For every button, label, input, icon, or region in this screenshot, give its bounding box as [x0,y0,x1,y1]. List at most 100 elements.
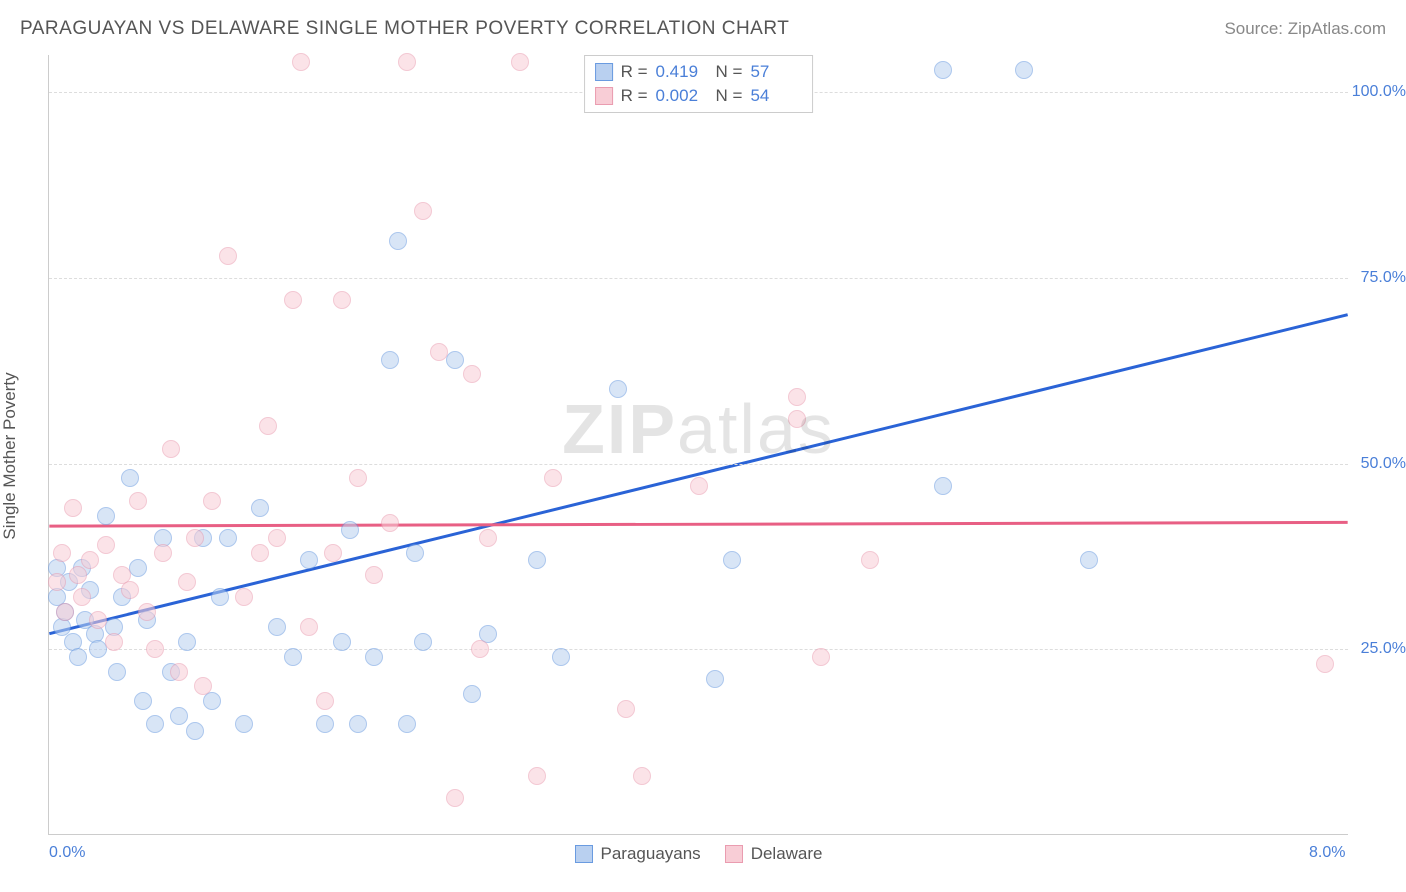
data-point [414,633,432,651]
data-point [349,715,367,733]
data-point [1015,61,1033,79]
data-point [381,351,399,369]
data-point [463,365,481,383]
data-point [723,551,741,569]
data-point [398,715,416,733]
plot-area: ZIPatlas R =0.419N =57R =0.002N =54 Para… [48,55,1348,835]
legend-label: Paraguayans [601,844,701,864]
data-point [219,247,237,265]
data-point [398,53,416,71]
data-point [389,232,407,250]
y-tick-label: 50.0% [1351,455,1406,473]
legend-label: Delaware [751,844,823,864]
data-point [1080,551,1098,569]
chart-title: PARAGUAYAN VS DELAWARE SINGLE MOTHER POV… [20,18,789,40]
data-point [97,536,115,554]
data-point [219,529,237,547]
chart-source: Source: ZipAtlas.com [1224,19,1386,39]
legend-correlation-box: R =0.419N =57R =0.002N =54 [584,55,814,113]
data-point [284,648,302,666]
data-point [511,53,529,71]
y-tick-label: 100.0% [1351,83,1406,101]
grid-line [49,278,1348,279]
legend-item: Paraguayans [575,844,701,864]
data-point [69,566,87,584]
data-point [89,611,107,629]
regression-line [49,522,1347,526]
data-point [609,380,627,398]
data-point [138,603,156,621]
data-point [406,544,424,562]
data-point [934,477,952,495]
y-tick-label: 25.0% [1351,640,1406,658]
data-point [1316,655,1334,673]
data-point [129,492,147,510]
legend-r-label: R = [621,86,648,106]
data-point [146,640,164,658]
data-point [73,588,91,606]
data-point [316,715,334,733]
chart-header: PARAGUAYAN VS DELAWARE SINGLE MOTHER POV… [20,18,1386,40]
data-point [186,529,204,547]
data-point [146,715,164,733]
data-point [170,707,188,725]
regression-line [49,315,1347,634]
data-point [552,648,570,666]
data-point [203,492,221,510]
data-point [48,573,66,591]
data-point [64,499,82,517]
data-point [121,469,139,487]
data-point [268,618,286,636]
data-point [463,685,481,703]
data-point [170,663,188,681]
data-point [97,507,115,525]
data-point [194,677,212,695]
data-point [446,351,464,369]
data-point [333,291,351,309]
data-point [53,544,71,562]
data-point [284,291,302,309]
data-point [162,440,180,458]
data-point [934,61,952,79]
data-point [134,692,152,710]
legend-item: Delaware [725,844,823,864]
data-point [430,343,448,361]
data-point [211,588,229,606]
legend-r-value: 0.002 [656,86,708,106]
data-point [300,618,318,636]
legend-n-label: N = [716,62,743,82]
data-point [812,648,830,666]
data-point [292,53,310,71]
legend-r-label: R = [621,62,648,82]
data-point [108,663,126,681]
x-tick-label: 0.0% [49,844,85,862]
legend-swatch [595,63,613,81]
data-point [81,551,99,569]
legend-swatch [725,845,743,863]
data-point [617,700,635,718]
legend-n-value: 57 [750,62,802,82]
x-tick-label: 8.0% [1309,844,1345,862]
data-point [105,633,123,651]
data-point [381,514,399,532]
data-point [528,551,546,569]
data-point [251,499,269,517]
data-point [268,529,286,547]
legend-swatch [595,87,613,105]
data-point [324,544,342,562]
data-point [235,715,253,733]
data-point [690,477,708,495]
data-point [259,417,277,435]
data-point [69,648,87,666]
data-point [316,692,334,710]
data-point [861,551,879,569]
data-point [471,640,489,658]
data-point [414,202,432,220]
data-point [788,410,806,428]
data-point [341,521,359,539]
data-point [788,388,806,406]
data-point [186,722,204,740]
data-point [121,581,139,599]
data-point [365,648,383,666]
data-point [235,588,253,606]
